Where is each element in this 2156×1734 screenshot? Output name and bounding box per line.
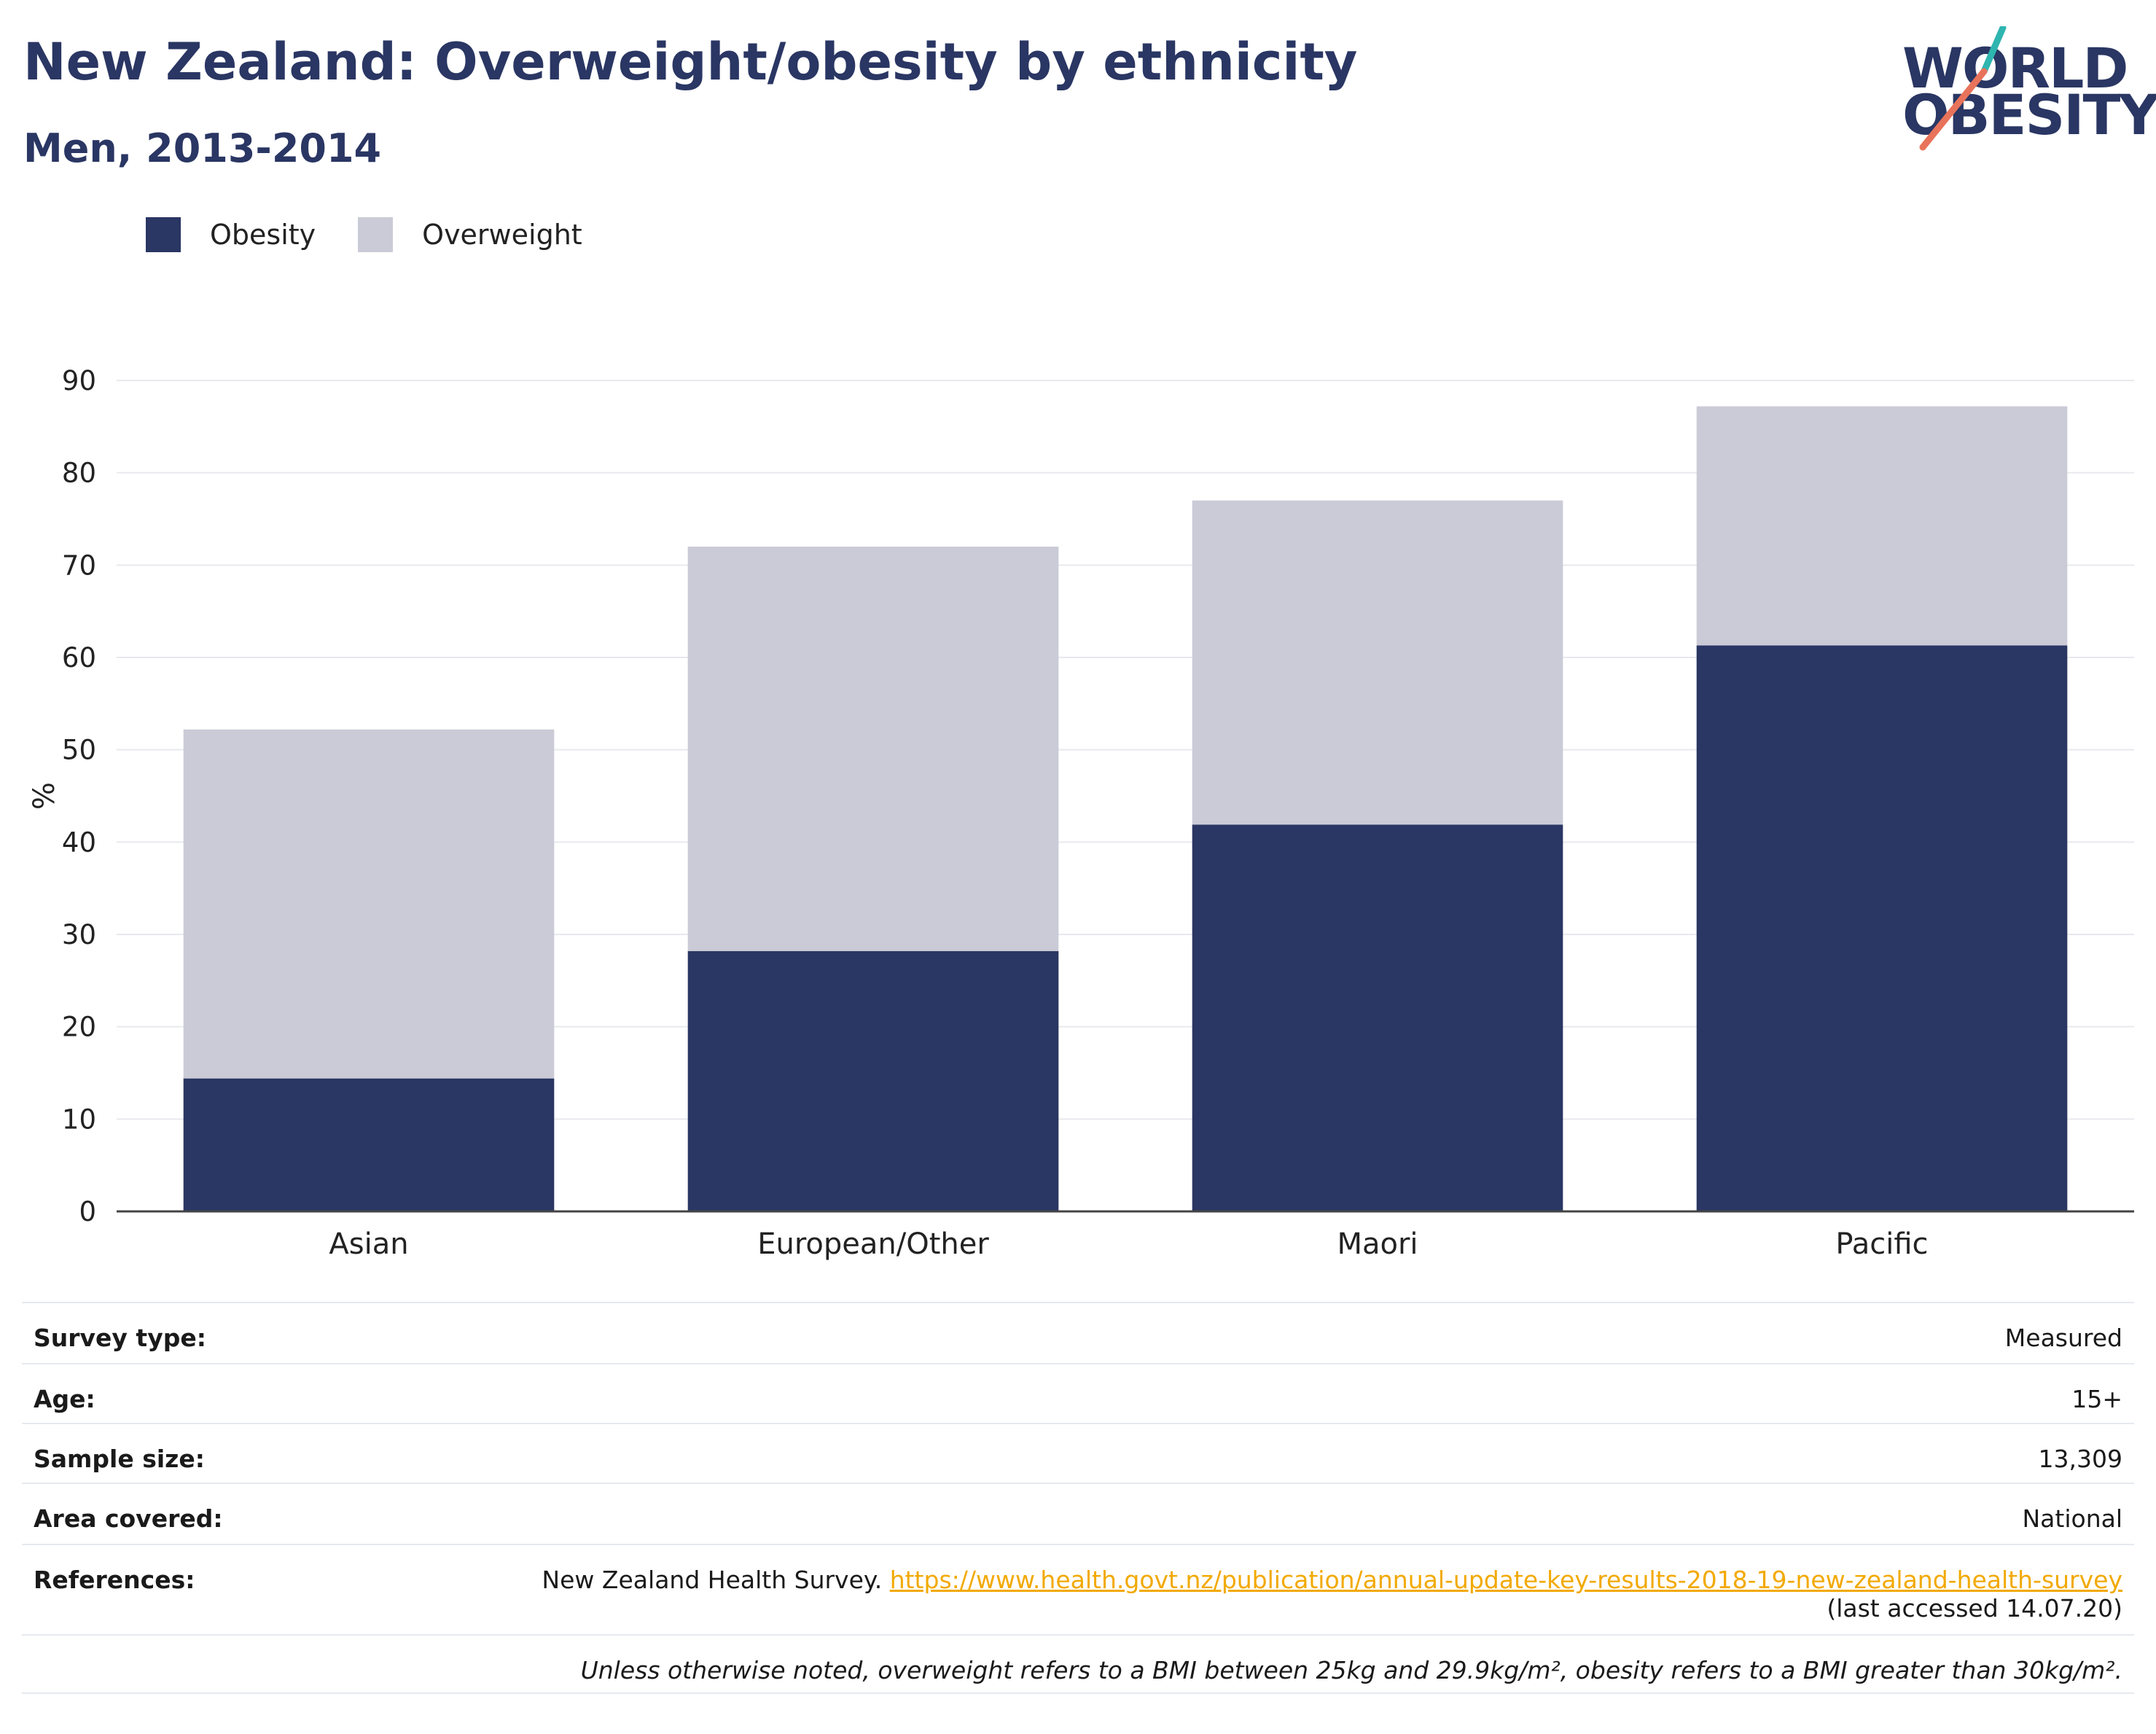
info-row-footnote: Unless otherwise noted, overweight refer… xyxy=(22,1634,2134,1694)
chart-subtitle: Men, 2013-2014 xyxy=(23,125,382,171)
legend-swatch-overweight xyxy=(358,217,394,252)
x-tick-label: Maori xyxy=(1337,1227,1418,1261)
x-tick-label: European/Other xyxy=(757,1227,989,1261)
bmi-footnote: Unless otherwise noted, overweight refer… xyxy=(580,1656,2122,1684)
y-tick-label: 80 xyxy=(62,458,96,489)
y-tick-label: 40 xyxy=(62,827,96,858)
bar-overweight-maori xyxy=(1192,500,1563,825)
references-value: New Zealand Health Survey. https://www.h… xyxy=(542,1566,2122,1622)
y-tick-label: 60 xyxy=(62,642,96,673)
chart-legend: Obesity Overweight xyxy=(146,217,625,252)
logo-line-world: WORLD xyxy=(1902,36,2128,101)
y-tick-label: 30 xyxy=(62,919,96,950)
x-tick-label: Asian xyxy=(329,1227,408,1261)
survey-info-table: Survey type: Measured Age: 15+ Sample si… xyxy=(22,1302,2134,1694)
reference-source: New Zealand Health Survey. xyxy=(542,1566,883,1594)
info-row-area-covered: Area covered: National xyxy=(22,1483,2134,1544)
bar-obesity-pacific xyxy=(1696,645,2068,1211)
y-tick-label: 90 xyxy=(62,365,96,397)
chart-title: New Zealand: Overweight/obesity by ethni… xyxy=(23,32,1358,92)
age-label: Age: xyxy=(34,1385,95,1413)
reference-accessed: (last accessed 14.07.20) xyxy=(1827,1594,2122,1622)
bar-obesity-maori xyxy=(1192,824,1563,1211)
survey-type-label: Survey type: xyxy=(34,1324,206,1352)
references-label: References: xyxy=(34,1566,195,1594)
y-tick-label: 20 xyxy=(62,1012,96,1043)
logo-line-obesity: OBESITY xyxy=(1902,82,2156,147)
legend-swatch-obesity xyxy=(146,217,181,252)
legend-item-obesity[interactable]: Obesity xyxy=(146,217,316,252)
bar-overweight-asian xyxy=(183,729,555,1079)
y-tick-label: 10 xyxy=(62,1104,96,1135)
legend-label-obesity: Obesity xyxy=(210,219,316,251)
survey-type-value: Measured xyxy=(2004,1324,2122,1352)
age-value: 15+ xyxy=(2071,1385,2122,1413)
bar-chart: 0 10 20 30 40 50 60 70 80 90% Asian European/Other M… xyxy=(28,365,2134,1261)
area-covered-label: Area covered: xyxy=(34,1504,223,1533)
y-tick-label: 0 xyxy=(79,1196,96,1227)
logo-slash-icon xyxy=(1919,26,2007,151)
bar-overweight-european-other xyxy=(687,547,1059,951)
y-axis-title: % xyxy=(28,782,61,810)
info-row-references: References: New Zealand Health Survey. h… xyxy=(22,1544,2134,1634)
bar-obesity-asian xyxy=(183,1078,555,1211)
sample-size-label: Sample size: xyxy=(34,1445,205,1473)
reference-link[interactable]: https://www.health.govt.nz/publication/a… xyxy=(889,1566,2122,1594)
y-tick-label: 70 xyxy=(62,550,96,581)
x-tick-label: Pacific xyxy=(1835,1227,1928,1261)
info-row-survey-type: Survey type: Measured xyxy=(22,1302,2134,1363)
legend-label-overweight: Overweight xyxy=(422,219,582,251)
sample-size-value: 13,309 xyxy=(2038,1445,2122,1473)
info-row-age: Age: 15+ xyxy=(22,1363,2134,1423)
world-obesity-logo[interactable]: WORLD OBESITY xyxy=(1902,26,2156,157)
info-row-sample-size: Sample size: 13,309 xyxy=(22,1423,2134,1483)
y-tick-label: 50 xyxy=(62,735,96,766)
bar-obesity-european-other xyxy=(687,950,1059,1211)
bar-overweight-pacific xyxy=(1696,406,2068,646)
legend-item-overweight[interactable]: Overweight xyxy=(358,217,582,252)
area-covered-value: National xyxy=(2022,1504,2122,1533)
